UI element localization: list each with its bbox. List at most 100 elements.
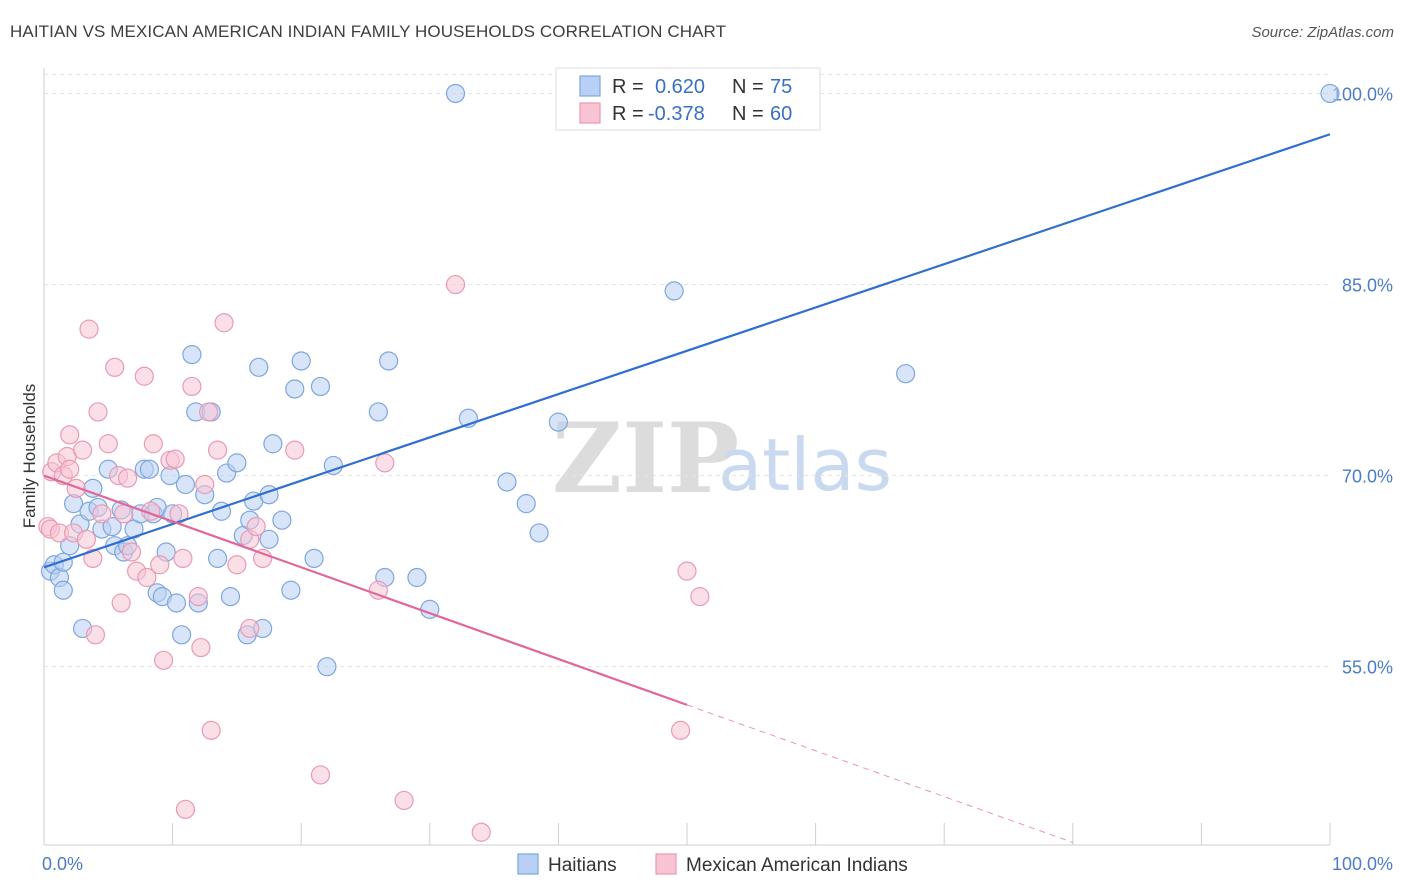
point-1-56 [471, 822, 491, 842]
x-ticks [43, 823, 1331, 845]
point-0-3 [53, 552, 73, 572]
legend-r-label-mexican-american-indians: R = [612, 103, 644, 125]
point-1-36 [175, 799, 196, 819]
point-1-26 [134, 366, 154, 386]
point-1-8 [60, 459, 80, 479]
point-0-68 [516, 494, 536, 514]
legend-box: R = 0.620 N = 75 R = -0.378 N = 60 [555, 67, 821, 131]
point-1-57 [670, 720, 691, 740]
point-1-58 [677, 561, 697, 581]
watermark-zip: ZIP [552, 402, 739, 515]
trend-line-1-extension [686, 704, 1073, 843]
point-1-24 [121, 542, 142, 562]
point-1-35 [173, 548, 193, 569]
point-1-47 [240, 618, 260, 639]
point-0-31 [172, 625, 192, 645]
point-0-30 [166, 593, 187, 613]
legend-swatch-mexican-american-indians [579, 102, 601, 124]
y-tick-label-100: 100.0% [1332, 84, 1393, 104]
series-0-points [40, 83, 1340, 677]
point-1-54 [394, 790, 414, 811]
point-1-31 [153, 650, 174, 670]
series-1-points [38, 274, 710, 842]
point-0-70 [548, 412, 569, 432]
trend-line-1 [43, 474, 688, 706]
point-1-42 [201, 720, 221, 740]
point-0-38 [208, 548, 228, 569]
legend-r-label-haitians: R = [612, 76, 644, 98]
point-1-37 [182, 376, 202, 397]
point-1-16 [88, 402, 108, 422]
point-0-72 [896, 364, 916, 384]
point-1-23 [117, 468, 138, 488]
chart-title: HAITIAN VS MEXICAN AMERICAN INDIAN FAMIL… [10, 22, 727, 41]
point-1-18 [98, 434, 118, 454]
point-1-29 [143, 434, 163, 454]
point-0-54 [285, 379, 305, 399]
point-0-42 [227, 453, 247, 473]
trend-lines [43, 133, 1331, 843]
bottom-legend-swatch-haitians [517, 853, 539, 875]
point-1-48 [246, 516, 266, 537]
point-1-38 [188, 587, 208, 607]
legend-n-value-haitians: 75 [770, 76, 792, 98]
point-1-52 [368, 580, 388, 600]
point-0-22 [139, 459, 160, 479]
point-1-40 [195, 474, 215, 495]
legend-r-value-haitians: 0.620 [655, 76, 705, 98]
legend-n-label-haitians: N = [732, 76, 764, 98]
point-1-27 [137, 567, 157, 588]
point-0-63 [407, 567, 427, 588]
point-0-71 [664, 281, 684, 301]
point-0-51 [263, 434, 283, 454]
bottom-legend-swatch-mexican-american-indians [655, 853, 677, 875]
x-tick-label-max: 100.0% [1332, 854, 1393, 874]
point-1-55 [445, 274, 466, 295]
x-tick-label-min: 0.0% [42, 854, 83, 874]
point-0-65 [445, 83, 466, 104]
bottom-legend: Haitians Mexican American Indians [517, 853, 908, 876]
point-1-53 [375, 453, 395, 473]
point-1-43 [208, 440, 228, 460]
legend-r-value-mexican-american-indians: -0.378 [648, 103, 705, 125]
point-0-47 [249, 357, 269, 377]
y-tick-labels: 55.0% 70.0% 85.0% 100.0% [1332, 84, 1393, 677]
point-1-22 [114, 504, 134, 524]
chart-source: Source: ZipAtlas.com [1251, 24, 1394, 41]
y-tick-label-70: 70.0% [1342, 467, 1393, 487]
watermark-atlas: atlas [718, 423, 892, 507]
bottom-legend-label-haitians: Haitians [548, 855, 617, 876]
point-1-50 [285, 440, 305, 460]
y-tick-label-55: 55.0% [1342, 658, 1393, 678]
point-0-52 [272, 510, 292, 530]
point-1-11 [72, 440, 93, 460]
point-1-41 [199, 402, 219, 422]
point-1-12 [76, 529, 97, 549]
point-0-14 [102, 516, 122, 537]
point-0-41 [220, 587, 241, 607]
point-1-10 [66, 478, 86, 498]
y-tick-label-85: 85.0% [1342, 276, 1393, 296]
point-1-7 [60, 425, 80, 445]
point-1-13 [79, 319, 99, 339]
point-0-62 [379, 351, 399, 371]
point-1-21 [111, 593, 131, 613]
trend-line-0 [43, 133, 1331, 569]
point-0-56 [304, 548, 324, 569]
point-0-58 [317, 657, 337, 677]
point-1-30 [150, 555, 170, 575]
point-0-57 [310, 376, 331, 397]
bottom-legend-label-mexican-american-indians: Mexican American Indians [686, 855, 908, 876]
point-0-60 [368, 402, 388, 422]
legend-n-label-mexican-american-indians: N = [732, 103, 764, 125]
series-points [38, 83, 1340, 842]
point-1-59 [690, 587, 710, 607]
point-1-45 [227, 555, 247, 575]
point-0-49 [259, 529, 279, 549]
legend-swatch-haitians [579, 75, 601, 97]
point-0-4 [53, 580, 73, 600]
point-0-67 [497, 472, 517, 492]
point-1-44 [214, 313, 234, 333]
point-0-69 [529, 523, 549, 543]
